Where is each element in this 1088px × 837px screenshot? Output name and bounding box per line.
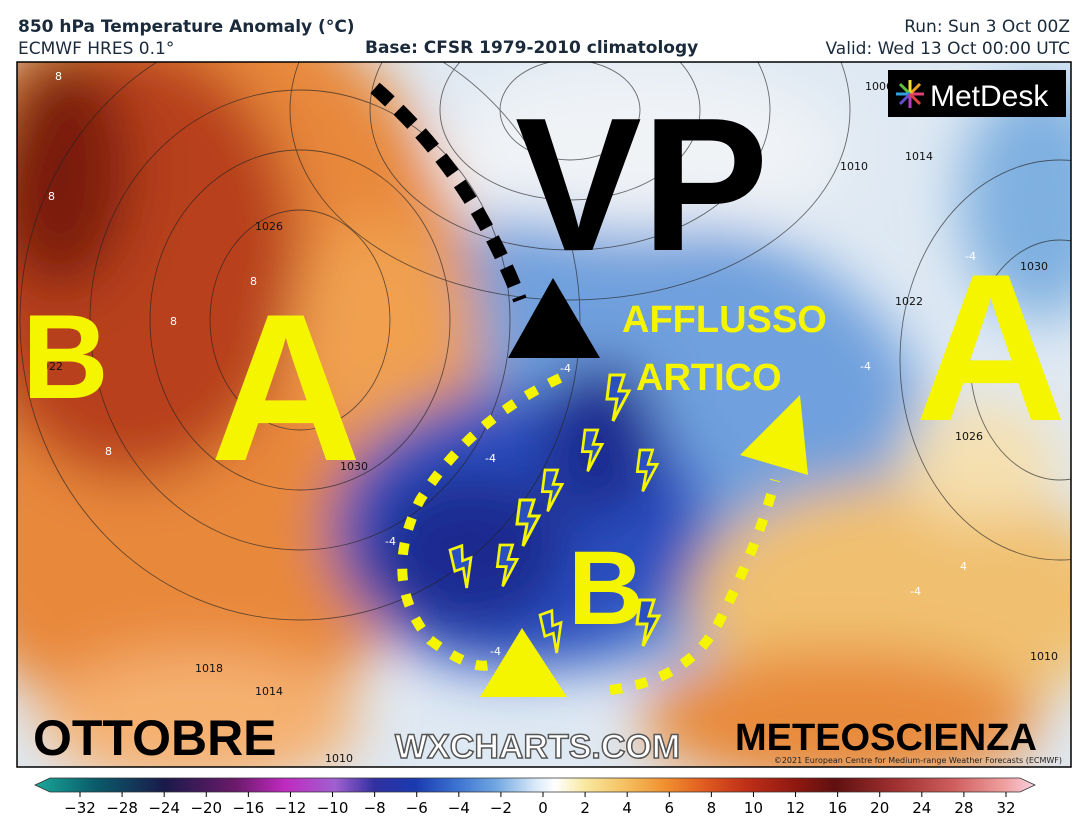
colorbar-tick-label: 16 — [828, 799, 847, 817]
colorbar-tick-label: −4 — [448, 799, 470, 817]
isobar-label: 1014 — [905, 150, 933, 163]
logo: MetDesk — [930, 80, 1049, 113]
arrow-head — [480, 628, 567, 697]
isobar-label: 1010 — [1030, 650, 1058, 663]
isobar-label: 1006 — [865, 80, 893, 93]
temperature-label: -4 — [490, 645, 501, 658]
colorbar — [34, 777, 1036, 793]
isobar-label: 1030 — [340, 460, 368, 473]
map: 1026 1022 1030 1018 1014 1010 1006 1010 1014 1022… — [17, 62, 1071, 767]
model: ECMWF HRES 0.1° — [18, 39, 174, 59]
isobar-label: 1026 — [955, 430, 983, 443]
colorbar-tick-label: 0 — [538, 799, 548, 817]
temperature-label: 4 — [960, 560, 967, 573]
isobar-label: 1010 — [325, 752, 353, 765]
colorbar-tick-label: −28 — [106, 799, 138, 817]
colorbar-tick-label: −16 — [233, 799, 265, 817]
temperature-label: -4 — [485, 452, 496, 465]
isobar-label: 1010 — [840, 160, 868, 173]
label-b: B — [22, 290, 109, 424]
colorbar-tick-label: −6 — [406, 799, 428, 817]
temperature-label: -4 — [860, 360, 871, 373]
colorbar-tick-label: 32 — [996, 799, 1015, 817]
colorbar-tick-label: 6 — [664, 799, 674, 817]
front-line — [370, 82, 527, 303]
temperature-label: -4 — [965, 250, 976, 263]
arrow-head — [740, 395, 808, 475]
colorbar-tick-label: 12 — [786, 799, 805, 817]
colorbar-tick-label: −24 — [148, 799, 180, 817]
temperature-label: 8 — [170, 315, 177, 328]
colorbar-tick-label: −10 — [317, 799, 349, 817]
colorbar-tick-label: 24 — [912, 799, 931, 817]
valid: Valid: Wed 13 Oct 00:00 UTC — [826, 39, 1071, 59]
isobar-label: 1014 — [255, 685, 283, 698]
colorbar-tick-label: 4 — [622, 799, 632, 817]
label-a: A — [915, 230, 1067, 465]
temperature-label: 8 — [55, 70, 62, 83]
colorbar-tick-label: 10 — [744, 799, 763, 817]
temperature-label: -4 — [560, 362, 571, 375]
colorbar-tick-label: −8 — [364, 799, 386, 817]
arrow-head — [508, 278, 600, 358]
temperature-label: 8 — [250, 275, 257, 288]
map-frame — [16, 61, 1072, 768]
logo-icon — [896, 80, 924, 108]
footer-center: WXCHARTS.COM — [395, 728, 680, 766]
copyright: ©2021 European Centre for Medium-range W… — [774, 756, 1062, 765]
colorbar-tick-label: −32 — [64, 799, 96, 817]
label-b: B — [568, 530, 644, 647]
isobar-label: 1018 — [195, 662, 223, 675]
isobar-label: 1030 — [1020, 260, 1048, 273]
colorbar-tick-label: 2 — [580, 799, 590, 817]
run: Run: Sun 3 Oct 00Z — [904, 17, 1070, 37]
temperature-label: 8 — [48, 190, 55, 203]
colorbar-tick-label: −2 — [490, 799, 512, 817]
temperature-label: 8 — [105, 445, 112, 458]
temperature-label: -4 — [910, 585, 921, 598]
label-afflusso: AFFLUSSO — [622, 299, 827, 341]
colorbar-tick-label: 8 — [707, 799, 717, 817]
colorbar-tick-label: −12 — [275, 799, 307, 817]
isobar-label: 1022 — [895, 295, 923, 308]
footer-right: METEOSCIENZA — [735, 717, 1037, 759]
low-outline — [397, 373, 780, 695]
isobar-label: 1026 — [255, 220, 283, 233]
label-vp: VP — [515, 79, 768, 291]
base: Base: CFSR 1979-2010 climatology — [365, 38, 698, 58]
colorbar-tick-label: 28 — [954, 799, 973, 817]
isobar-label: 1022 — [35, 360, 63, 373]
title: 850 hPa Temperature Anomaly (°C) — [18, 17, 355, 37]
label-artico: ARTICO — [636, 357, 782, 399]
temperature-label: -4 — [385, 535, 396, 548]
label-a: A — [210, 270, 362, 505]
colorbar-tick-label: −20 — [190, 799, 222, 817]
footer-left: OTTOBRE — [33, 710, 277, 766]
colorbar-tick-label: 20 — [870, 799, 889, 817]
